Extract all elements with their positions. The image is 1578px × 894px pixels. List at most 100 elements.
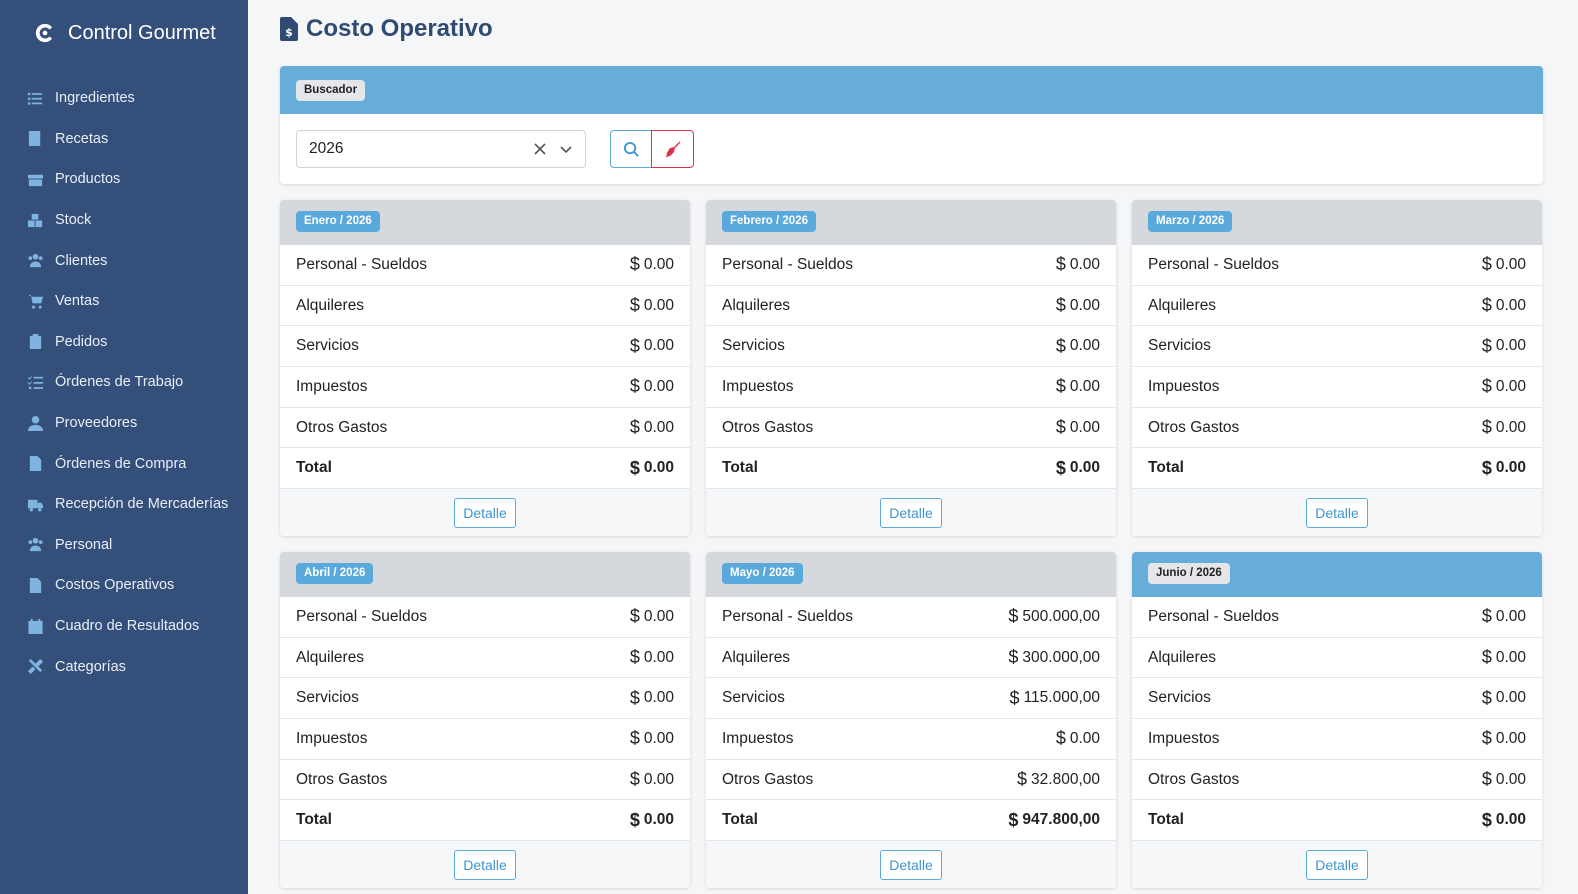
chevron-down-icon[interactable]: [557, 140, 575, 158]
users-icon: [26, 536, 44, 554]
year-select[interactable]: 2026: [296, 130, 586, 168]
sidebar-item-costos-operativos[interactable]: Costos Operativos: [0, 565, 248, 606]
sidebar-item-pedidos[interactable]: Pedidos: [0, 322, 248, 363]
currency-symbol: $: [1055, 417, 1066, 438]
currency-symbol: $: [629, 254, 640, 275]
cost-label: Servicios: [722, 689, 785, 707]
cost-value: 0.00: [643, 770, 674, 788]
sidebar-item-productos[interactable]: Productos: [0, 159, 248, 200]
sidebar-item-personal[interactable]: Personal: [0, 525, 248, 566]
cost-row: Servicios $0.00: [280, 326, 690, 368]
cost-label: Alquileres: [1148, 296, 1217, 314]
truck-icon: [26, 495, 44, 513]
search-card-header: Buscador: [280, 66, 1543, 114]
sidebar-item-label: Personal: [55, 536, 113, 553]
file-invoice-dollar-icon: [26, 576, 44, 594]
detail-button[interactable]: Detalle: [1306, 850, 1368, 881]
cost-value: 0.00: [643, 296, 674, 314]
search-icon: [623, 141, 639, 157]
sidebar: Control Gourmet Ingredientes Recetas Produ…: [0, 0, 248, 894]
sidebar-item-cuadro-de-resultados[interactable]: Cuadro de Resultados: [0, 606, 248, 647]
sidebar-item-ventas[interactable]: Ventas: [0, 281, 248, 322]
sidebar-item-label: Órdenes de Compra: [55, 455, 187, 472]
cost-label: Otros Gastos: [296, 770, 388, 788]
detail-button[interactable]: Detalle: [880, 498, 942, 529]
sidebar-item-label: Cuadro de Resultados: [55, 618, 200, 635]
user-tie-icon: [26, 414, 44, 432]
detail-button[interactable]: Detalle: [880, 850, 942, 881]
total-value: 947.800,00: [1022, 811, 1100, 829]
cost-row: Otros Gastos $32.800,00: [706, 760, 1116, 801]
month-badge: Febrero / 2026: [722, 211, 816, 232]
detail-button[interactable]: Detalle: [454, 850, 516, 881]
cost-value: 0.00: [1495, 689, 1526, 707]
cost-row: Impuestos $0.00: [1132, 367, 1542, 408]
cart-icon: [26, 292, 44, 310]
clear-selection-icon[interactable]: [531, 140, 549, 158]
cost-label: Alquileres: [722, 648, 791, 666]
cost-value: 0.00: [1495, 255, 1526, 273]
tasks-icon: [26, 373, 44, 391]
brand[interactable]: Control Gourmet: [34, 18, 216, 48]
cost-label: Impuestos: [1148, 729, 1220, 747]
cost-row: Servicios $0.00: [280, 678, 690, 720]
cost-row: Otros Gastos $0.00: [1132, 760, 1542, 801]
box-icon: [26, 170, 44, 188]
cost-value: 0.00: [643, 689, 674, 707]
cost-value: 0.00: [1069, 337, 1100, 355]
cost-amount: $0.00: [1482, 728, 1526, 749]
clear-filter-button[interactable]: [651, 130, 694, 168]
sidebar-item-proveedores[interactable]: Proveedores: [0, 403, 248, 444]
currency-symbol: $: [1055, 295, 1066, 316]
sidebar-item-label: Pedidos: [55, 333, 108, 350]
detail-button[interactable]: Detalle: [454, 498, 516, 529]
cost-value: 115.000,00: [1023, 689, 1100, 707]
month-card-footer: Detalle: [706, 489, 1116, 536]
svg-text:$: $: [285, 26, 293, 39]
cost-value: 0.00: [1069, 418, 1100, 436]
currency-symbol: $: [1481, 376, 1492, 397]
cost-label: Impuestos: [296, 729, 368, 747]
total-value: 0.00: [643, 459, 674, 477]
file-icon: [26, 455, 44, 473]
file-invoice-dollar-icon: $: [280, 17, 298, 41]
total-amount: $947.800,00: [1008, 810, 1100, 831]
cost-label: Impuestos: [296, 377, 368, 395]
cost-value: 0.00: [643, 337, 674, 355]
month-card-header: Enero / 2026: [280, 200, 690, 245]
book-icon: [26, 130, 44, 148]
total-row: Total $0.00: [280, 800, 690, 842]
users-icon: [26, 252, 44, 270]
cost-amount: $0.00: [630, 295, 674, 316]
search-button[interactable]: [610, 130, 652, 168]
cost-amount: $0.00: [630, 728, 674, 749]
currency-symbol: $: [1481, 728, 1492, 749]
cost-label: Alquileres: [296, 648, 365, 666]
cost-row: Impuestos $0.00: [280, 367, 690, 408]
sidebar-item-label: Órdenes de Trabajo: [55, 374, 184, 391]
total-amount: $0.00: [1482, 458, 1526, 479]
sidebar-item-label: Recepción de Mercaderías: [55, 496, 229, 513]
tools-icon: [26, 658, 44, 676]
sidebar-item-stock[interactable]: Stock: [0, 200, 248, 241]
sidebar-item-recetas[interactable]: Recetas: [0, 119, 248, 160]
cost-amount: $0.00: [1482, 606, 1526, 627]
cost-amount: $0.00: [630, 688, 674, 709]
cost-value: 0.00: [1495, 607, 1526, 625]
currency-symbol: $: [1481, 295, 1492, 316]
currency-symbol: $: [629, 687, 640, 708]
detail-button[interactable]: Detalle: [1306, 498, 1368, 529]
total-label: Total: [722, 811, 758, 829]
total-value: 0.00: [1069, 459, 1100, 477]
sidebar-item-recepcion-de-mercaderias[interactable]: Recepción de Mercaderías: [0, 484, 248, 525]
broom-icon: [665, 141, 680, 157]
sidebar-item-ordenes-de-compra[interactable]: Órdenes de Compra: [0, 443, 248, 484]
sidebar-item-clientes[interactable]: Clientes: [0, 240, 248, 281]
cost-amount: $0.00: [1482, 688, 1526, 709]
search-badge: Buscador: [296, 80, 366, 101]
cost-amount: $500.000,00: [1008, 606, 1100, 627]
sidebar-item-ingredientes[interactable]: Ingredientes: [0, 78, 248, 119]
sidebar-item-categorias[interactable]: Categorías: [0, 646, 248, 687]
sidebar-item-ordenes-de-trabajo[interactable]: Órdenes de Trabajo: [0, 362, 248, 403]
cost-row: Personal - Sueldos $0.00: [280, 245, 690, 286]
